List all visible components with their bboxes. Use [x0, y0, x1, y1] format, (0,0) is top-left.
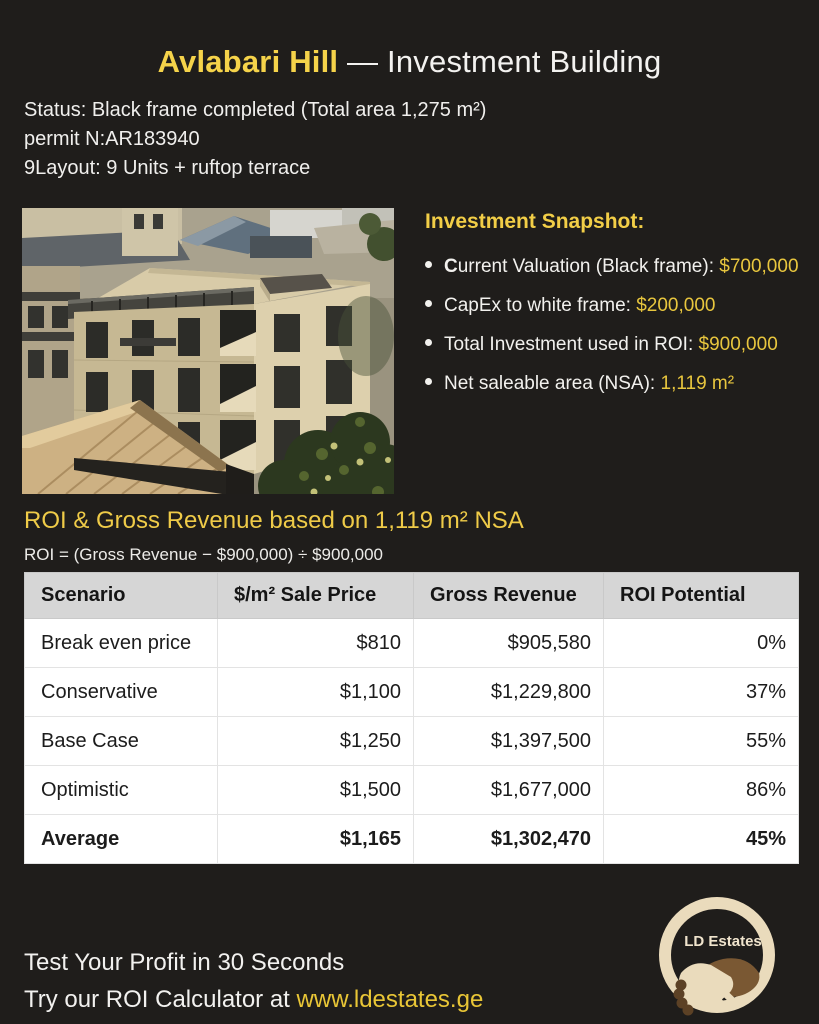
roi-table: Scenario $/m² Sale Price Gross Revenue R… — [24, 572, 799, 864]
cell-roi: 45% — [603, 814, 799, 864]
bullet-value: 1,119 m² — [660, 373, 735, 394]
cell-scenario: Conservative — [24, 667, 218, 717]
building-photo — [22, 208, 394, 494]
bullet-icon — [425, 261, 432, 268]
cell-scenario: Break even price — [24, 618, 218, 668]
snapshot-list: Current Valuation (Black frame): $700,00… — [425, 256, 817, 395]
cell-gross-revenue: $1,397,500 — [413, 716, 604, 766]
bullet-icon — [425, 378, 432, 385]
roi-section-heading: ROI & Gross Revenue based on 1,119 m² NS… — [24, 507, 524, 534]
snapshot-heading: Investment Snapshot: — [425, 210, 645, 233]
bullet-value: $700,000 — [719, 256, 799, 277]
status-line: Status: Black frame completed (Total are… — [24, 99, 487, 121]
page-title-highlight: Avlabari Hill — [157, 44, 339, 79]
bullet-icon — [425, 300, 432, 307]
snapshot-bullet: CapEx to white frame: $200,000 — [425, 295, 817, 317]
building-illustration — [22, 208, 394, 494]
table-row-average: Average $1,165 $1,302,470 45% — [24, 814, 799, 864]
status-block: Status: Black frame completed (Total are… — [24, 96, 486, 183]
column-header-scenario: Scenario — [24, 572, 218, 619]
bullet-icon — [425, 339, 432, 346]
cell-gross-revenue: $1,229,800 — [413, 667, 604, 717]
cell-sale-price: $1,500 — [217, 765, 414, 815]
table-header-row: Scenario $/m² Sale Price Gross Revenue R… — [24, 572, 799, 619]
cell-roi: 0% — [603, 618, 799, 668]
bullet-label: CapEx to white frame: — [444, 295, 637, 316]
cell-sale-price: $1,100 — [217, 667, 414, 717]
cell-gross-revenue: $905,580 — [413, 618, 604, 668]
bullet-label-bold: C — [444, 256, 458, 277]
footer-cta: Test Your Profit in 30 Seconds Try our R… — [24, 944, 483, 1018]
footer-line2: Try our ROI Calculator at www.ldestates.… — [24, 981, 483, 1018]
handshake-logo-icon: LD Estates — [659, 897, 775, 1016]
column-header-gross-revenue: Gross Revenue — [413, 572, 604, 619]
table-row: Base Case $1,250 $1,397,500 55% — [24, 716, 799, 766]
footer-line2-text: Try our ROI Calculator at — [24, 986, 297, 1013]
cell-gross-revenue: $1,677,000 — [413, 765, 604, 815]
cell-scenario: Optimistic — [24, 765, 218, 815]
logo-brand-text: LD Estates — [684, 933, 762, 950]
table-row: Conservative $1,100 $1,229,800 37% — [24, 667, 799, 717]
cell-sale-price: $1,165 — [217, 814, 414, 864]
cell-gross-revenue: $1,302,470 — [413, 814, 604, 864]
column-header-sale-price: $/m² Sale Price — [217, 572, 414, 619]
cell-roi: 86% — [603, 765, 799, 815]
bullet-value: $900,000 — [698, 334, 778, 355]
status-line: 9Layout: 9 Units + ruftop terrace — [24, 157, 311, 179]
status-line: permit N:AR183940 — [24, 128, 200, 150]
table-row: Break even price $810 $905,580 0% — [24, 618, 799, 668]
ld-estates-logo: LD Estates — [655, 889, 779, 1021]
website-link[interactable]: www.ldestates.ge — [296, 986, 484, 1013]
bullet-value: $200,000 — [636, 295, 716, 316]
cell-sale-price: $810 — [217, 618, 414, 668]
bullet-label: Net saleable area (NSA): — [444, 373, 661, 394]
investment-snapshot: Investment Snapshot: Current Valuation (… — [425, 210, 817, 412]
page-title-rest: — Investment Building — [338, 44, 662, 79]
cell-roi: 37% — [603, 667, 799, 717]
cell-sale-price: $1,250 — [217, 716, 414, 766]
snapshot-bullet: Current Valuation (Black frame): $700,00… — [425, 256, 817, 278]
cell-roi: 55% — [603, 716, 799, 766]
bullet-label: Total Investment used in ROI: — [444, 334, 699, 355]
snapshot-bullet: Total Investment used in ROI: $900,000 — [425, 334, 817, 356]
table-row: Optimistic $1,500 $1,677,000 86% — [24, 765, 799, 815]
bullet-label: urrent Valuation (Black frame): — [457, 256, 720, 277]
cell-scenario: Base Case — [24, 716, 218, 766]
column-header-roi-potential: ROI Potential — [603, 572, 799, 619]
roi-formula: ROI = (Gross Revenue − $900,000) ÷ $900,… — [24, 545, 383, 564]
page-title: Avlabari Hill — Investment Building — [0, 44, 819, 80]
footer-line1: Test Your Profit in 30 Seconds — [24, 949, 345, 976]
snapshot-bullet: Net saleable area (NSA): 1,119 m² — [425, 373, 817, 395]
cell-scenario: Average — [24, 814, 218, 864]
